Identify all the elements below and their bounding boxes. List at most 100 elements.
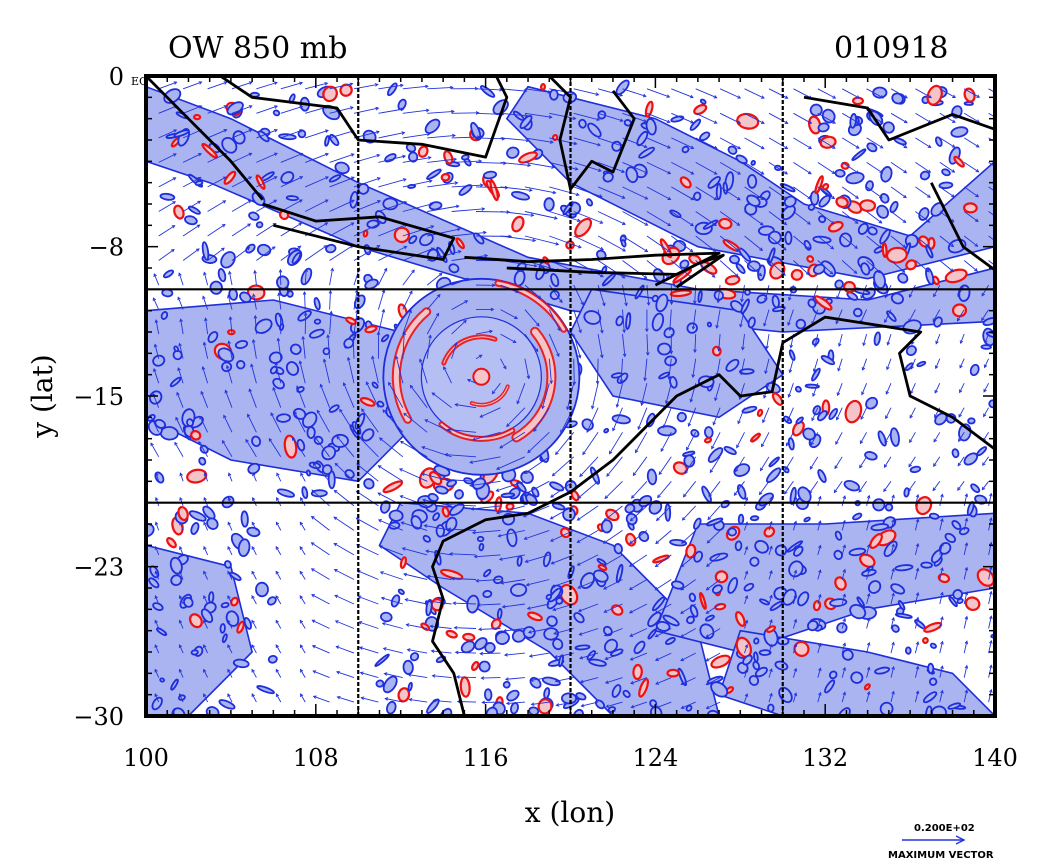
wind-vector-head-768: [860, 416, 864, 420]
wind-vector-head-598: [680, 705, 685, 709]
wind-vector-head-874: [957, 462, 962, 467]
wind-vector-head-387: [478, 627, 482, 632]
wind-vector-738: [835, 309, 843, 324]
ow-negative-contour-452: [947, 702, 962, 710]
wind-vector-78: [203, 693, 209, 703]
wind-vector-head-840: [950, 268, 954, 273]
wind-vector-head-883: [964, 664, 969, 669]
wind-vector-head-855: [940, 616, 944, 621]
wind-vector-head-691: [785, 442, 790, 447]
wind-vector-head-704: [832, 120, 837, 124]
wind-vector-head-502: [643, 275, 648, 279]
ow-negative-contour-772: [697, 290, 703, 303]
wind-vector-head-843: [935, 340, 939, 345]
wind-vector-head-27: [198, 81, 203, 85]
ow-positive-contour-455: [441, 506, 450, 518]
wind-vector-135: [280, 176, 303, 188]
wind-vector-617: [706, 530, 721, 544]
ow-negative-contour-719: [788, 349, 796, 361]
wind-vector-574: [695, 112, 717, 124]
ow-negative-contour-182: [699, 98, 707, 105]
axis-ticks: [145, 75, 996, 717]
ow-negative-contour-387: [331, 433, 349, 448]
y-tick-label-30: −30: [73, 703, 124, 731]
wind-vector-652: [768, 112, 788, 124]
ow-negative-contour-388: [313, 318, 322, 325]
wind-vector-108: [256, 152, 278, 163]
wind-vector-head-545: [630, 680, 634, 685]
ow-positive-contour-203: [769, 261, 786, 280]
wind-vector-234: [337, 696, 355, 703]
wind-vector-head-25: [154, 668, 158, 673]
wind-vector-head-445: [597, 142, 601, 147]
y-tick-label-23: −23: [73, 554, 124, 582]
wind-vector-head-663: [763, 394, 767, 399]
wind-vector-182: [300, 693, 306, 703]
ow-negative-contour-153: [702, 219, 719, 230]
wind-vector-666: [760, 456, 770, 471]
wind-vector-head-720: [818, 495, 822, 500]
wind-vector-806: [890, 691, 895, 703]
ow-negative-contour-326: [276, 488, 295, 498]
wind-vector-830: [914, 641, 919, 654]
wind-vector-head-360: [452, 601, 457, 606]
ow-negative-contour-644: [379, 500, 391, 514]
wind-vector-head-20: [154, 545, 159, 550]
wind-vector-head-765: [862, 342, 866, 347]
wind-vector-152: [275, 595, 282, 605]
wind-vector-541: [629, 579, 648, 590]
ow-positive-contour-138: [574, 217, 593, 238]
ow-negative-contour-636: [891, 624, 900, 633]
wind-vector-765: [862, 333, 868, 346]
ow-negative-contour-766: [747, 316, 756, 329]
wind-vector-head-525: [667, 196, 672, 200]
wind-vector-head-780: [866, 690, 871, 695]
wind-vector-561: [660, 432, 672, 452]
wind-vector-head-529: [646, 302, 651, 306]
ow-negative-contour-183: [620, 239, 627, 248]
wind-vector-head-582: [691, 326, 696, 330]
ow-positive-contour-491: [834, 576, 847, 591]
wind-vector-162: [304, 199, 329, 212]
wind-vector-head-505: [622, 353, 627, 358]
wind-vector-head-279: [377, 519, 382, 523]
wind-vector-203: [311, 568, 330, 580]
wind-vector-head-660: [763, 322, 767, 327]
wind-vector-773: [866, 520, 870, 531]
wind-vector-head-501: [644, 248, 649, 253]
wind-vector-head-211: [375, 130, 380, 135]
wind-vector-667: [759, 481, 770, 495]
wind-vector-head-98: [227, 545, 231, 550]
wind-vector-head-820: [909, 414, 913, 419]
wind-vector-511: [604, 480, 623, 499]
wind-vector-422: [549, 211, 581, 222]
wind-vector-head-695: [793, 520, 798, 525]
ow-negative-contour-565: [704, 614, 715, 622]
wind-vector-832: [914, 690, 919, 703]
wind-vector-head-358: [449, 552, 453, 556]
wind-vector-head-841: [933, 293, 937, 298]
wind-vector-643: [744, 522, 748, 531]
ow-positive-contour-447: [921, 637, 929, 644]
wind-vector-head-647: [744, 619, 749, 624]
wind-vector-head-9: [153, 273, 157, 278]
wind-vector-head-864: [974, 218, 979, 223]
wind-vector-head-207: [312, 670, 317, 674]
wind-vector-head-142: [276, 337, 281, 342]
wind-vector-232: [336, 646, 355, 654]
wind-vector-head-425: [559, 299, 563, 304]
wind-vector-head-140: [277, 292, 281, 297]
wind-vector-head-560: [662, 424, 667, 429]
wind-vector-head-786: [902, 219, 907, 224]
coast-sulawesi: [548, 76, 636, 191]
wind-vector-550: [671, 162, 694, 175]
wind-vector-head-713: [813, 343, 818, 348]
wind-vector-101: [227, 620, 233, 629]
wind-vector-head-405: [499, 445, 504, 449]
wind-vector-287: [427, 86, 453, 90]
ow-positive-contour-830: [166, 537, 177, 549]
wind-vector-324: [451, 342, 457, 359]
wind-vector-head-769: [859, 440, 864, 445]
wind-vector-head-262: [425, 108, 430, 113]
lat-lon-grid: [146, 76, 995, 716]
